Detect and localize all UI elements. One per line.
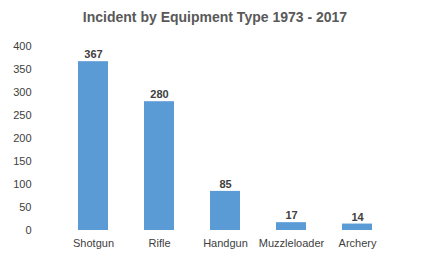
svg-text:Archery: Archery: [339, 237, 377, 249]
svg-text:400: 400: [13, 40, 31, 52]
svg-text:350: 350: [13, 63, 31, 75]
svg-text:17: 17: [285, 209, 297, 221]
svg-text:50: 50: [19, 201, 31, 213]
svg-text:0: 0: [25, 224, 31, 236]
svg-text:85: 85: [219, 178, 231, 190]
svg-text:250: 250: [13, 109, 31, 121]
svg-text:Handgun: Handgun: [203, 237, 248, 249]
svg-text:367: 367: [84, 48, 102, 60]
svg-text:Shotgun: Shotgun: [73, 237, 114, 249]
svg-text:100: 100: [13, 178, 31, 190]
svg-text:300: 300: [13, 86, 31, 98]
svg-text:280: 280: [150, 88, 168, 100]
svg-text:200: 200: [13, 132, 31, 144]
svg-text:Muzzleloader: Muzzleloader: [259, 237, 325, 249]
svg-text:150: 150: [13, 155, 31, 167]
svg-text:Rifle: Rifle: [148, 237, 170, 249]
html-text:Incident by Equipment Type 197: Incident by Equipment Type 1973 - 2017: [82, 9, 348, 25]
svg-text:14: 14: [351, 211, 364, 223]
